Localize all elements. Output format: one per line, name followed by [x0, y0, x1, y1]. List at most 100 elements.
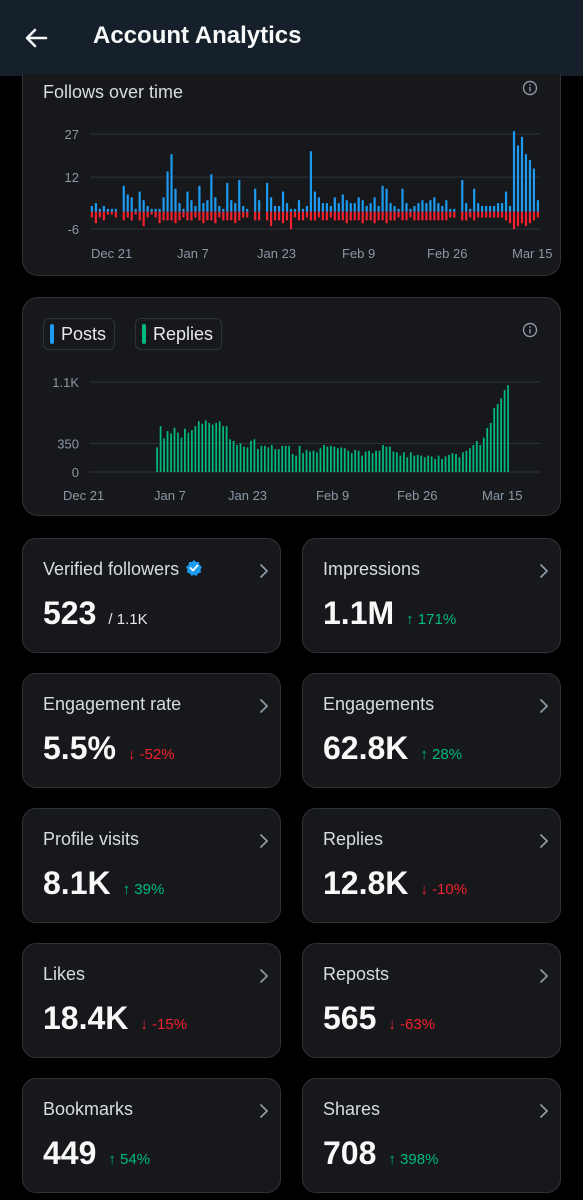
- replies-bar: [246, 447, 249, 472]
- unfollows-bar: [433, 211, 436, 221]
- follows-bar: [214, 197, 217, 212]
- replies-bar: [173, 427, 176, 472]
- chevron-right-icon: [260, 564, 269, 578]
- follows-bar: [210, 174, 213, 212]
- replies-bar: [354, 449, 357, 472]
- replies-bar: [225, 426, 228, 472]
- replies-bar: [218, 421, 221, 472]
- unfollows-bar: [277, 211, 281, 221]
- unfollows-bar: [337, 211, 340, 221]
- unfollows-bar: [381, 211, 384, 221]
- follows-bar: [393, 205, 396, 212]
- chevron-right-icon: [540, 834, 549, 848]
- back-arrow-icon[interactable]: [22, 24, 50, 52]
- metric-value-row: 708 ↑ 398%: [323, 1135, 438, 1172]
- unfollows-bar: [473, 211, 476, 221]
- replies-bar: [489, 422, 492, 472]
- follows-bar: [369, 203, 372, 212]
- follows-bar: [493, 205, 496, 212]
- metric-card-impressions[interactable]: Impressions 1.1M ↑ 171%: [302, 538, 561, 653]
- follows-bar: [341, 194, 344, 212]
- replies-bar: [159, 426, 162, 472]
- follows-bar: [170, 154, 173, 212]
- x-tick-label: Mar 15: [482, 488, 522, 503]
- info-icon[interactable]: [522, 80, 538, 96]
- metric-label: Replies: [323, 829, 384, 849]
- follows-bar: [496, 203, 500, 212]
- legend-posts[interactable]: Posts: [43, 318, 116, 350]
- replies-bar: [204, 420, 207, 472]
- follows-bar: [445, 200, 448, 212]
- follows-bar: [528, 159, 532, 212]
- replies-bar: [496, 404, 499, 472]
- follows-bar: [222, 208, 225, 212]
- replies-bar: [423, 457, 426, 472]
- follows-bar: [441, 205, 444, 212]
- follows-bar: [178, 203, 181, 212]
- unfollows-bar: [234, 211, 237, 224]
- unfollows-bar: [246, 211, 249, 218]
- metric-card-verified-followers[interactable]: Verified followers 523 / 1.1K: [22, 538, 281, 653]
- replies-bar: [368, 450, 370, 472]
- replies-bar: [462, 452, 464, 472]
- replies-bar: [239, 443, 242, 472]
- unfollows-bar: [524, 211, 528, 227]
- metric-card-shares[interactable]: Shares 708 ↑ 398%: [302, 1078, 561, 1193]
- follows-bar: [218, 205, 221, 212]
- follows-bar: [437, 203, 440, 212]
- unfollows-bar: [504, 211, 508, 221]
- metric-value: 565: [323, 1000, 377, 1036]
- x-tick-label: Dec 21: [63, 488, 104, 503]
- metric-card-engagement-rate[interactable]: Engagement rate 5.5% ↓ -52%: [22, 673, 281, 788]
- metric-card-replies[interactable]: Replies 12.8K ↓ -10%: [302, 808, 561, 923]
- unfollows-bar: [429, 211, 432, 221]
- unfollows-bar: [150, 211, 153, 215]
- unfollows-bar: [238, 211, 241, 221]
- follows-bar: [536, 200, 540, 212]
- follows-bar: [469, 208, 472, 212]
- metric-label: Engagement rate: [43, 694, 182, 714]
- chevron-right-icon: [260, 699, 269, 713]
- y-tick-label: 27: [65, 127, 79, 142]
- replies-bar: [295, 455, 297, 472]
- unfollows-bar: [301, 211, 305, 221]
- follows-bar: [246, 208, 249, 212]
- follows-bar: [242, 205, 245, 212]
- follows-bar: [349, 203, 352, 212]
- unfollows-bar: [110, 211, 113, 215]
- y-tick-label: 12: [65, 170, 79, 185]
- legend-replies[interactable]: Replies: [135, 318, 223, 350]
- unfollows-bar: [532, 211, 536, 221]
- follows-bar: [270, 197, 273, 212]
- replies-bar: [288, 445, 291, 472]
- replies-bar: [250, 440, 252, 472]
- unfollows-bar: [349, 211, 352, 221]
- unfollows-bar: [166, 211, 169, 221]
- follows-bar: [333, 197, 336, 212]
- unfollows-bar: [258, 211, 261, 221]
- follows-bar: [409, 208, 412, 212]
- follows-bar: [301, 208, 305, 212]
- metric-card-profile-visits[interactable]: Profile visits 8.1K ↑ 39%: [22, 808, 281, 923]
- follows-bar: [449, 208, 452, 212]
- metric-card-bookmarks[interactable]: Bookmarks 449 ↑ 54%: [22, 1078, 281, 1193]
- replies-bar: [444, 456, 447, 472]
- info-icon[interactable]: [522, 322, 538, 338]
- unfollows-bar: [377, 211, 380, 221]
- metric-card-engagements[interactable]: Engagements 62.8K ↑ 28%: [302, 673, 561, 788]
- replies-bar: [500, 398, 503, 472]
- metric-value-row: 8.1K ↑ 39%: [43, 865, 164, 902]
- follows-chart-title: Follows over time: [43, 82, 184, 102]
- follows-bar: [293, 208, 297, 212]
- replies-bar: [323, 445, 325, 472]
- follows-bar: [186, 191, 189, 212]
- replies-bar: [378, 450, 381, 472]
- unfollows-bar: [425, 211, 428, 221]
- metric-card-reposts[interactable]: Reposts 565 ↓ -63%: [302, 943, 561, 1058]
- follows-bar: [305, 205, 309, 212]
- metric-total: / 1.1K: [108, 611, 148, 628]
- unfollows-bar: [214, 211, 217, 224]
- metric-card-likes[interactable]: Likes 18.4K ↓ -15%: [22, 943, 281, 1058]
- follows-bar: [532, 168, 536, 212]
- replies-bar: [364, 451, 367, 472]
